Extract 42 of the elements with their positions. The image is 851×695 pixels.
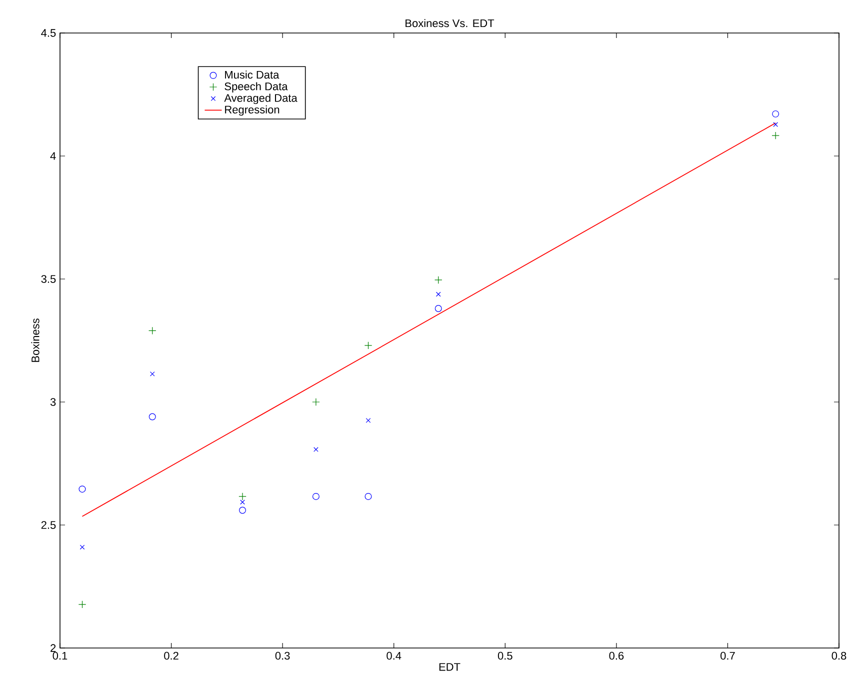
x-tick-label: 0.3 <box>275 652 290 660</box>
x-tick-label: 0.8 <box>832 652 846 660</box>
point <box>436 292 441 297</box>
legend-label: Speech Data <box>224 82 288 92</box>
x-tick-label: 0.6 <box>609 652 624 660</box>
point <box>80 544 85 550</box>
point <box>772 110 780 118</box>
y-tick-label: 2 <box>50 644 56 652</box>
point <box>238 492 246 500</box>
point <box>772 132 780 140</box>
point <box>434 305 442 312</box>
legend-label: Music Data <box>225 70 280 79</box>
x-tick-label: 0.7 <box>720 652 735 660</box>
y-tick-label: 3 <box>50 398 56 406</box>
point <box>366 418 371 423</box>
x-axis-title: EDT <box>439 663 460 671</box>
y-axis-title: Boxiness <box>31 318 40 362</box>
y-tick-label: 2.5 <box>41 521 56 529</box>
point <box>364 342 372 350</box>
point <box>312 398 320 406</box>
point <box>773 122 778 127</box>
x-tick-label: 0.1 <box>52 652 68 660</box>
point <box>239 506 246 514</box>
y-tick-label: 4.5 <box>41 29 56 37</box>
y-tick-label: 4 <box>50 152 56 160</box>
point <box>312 492 320 500</box>
point <box>148 413 156 420</box>
point <box>148 326 156 335</box>
point <box>78 600 86 608</box>
point <box>150 372 155 376</box>
point <box>314 447 318 452</box>
point <box>240 500 245 505</box>
y-tick-label: 3.5 <box>41 275 56 283</box>
x-tick-label: 0.5 <box>498 652 512 660</box>
legend-label: Averaged Data <box>224 94 298 104</box>
chart-title: Boxiness Vs. EDT <box>406 19 494 28</box>
point <box>434 276 442 284</box>
legend-label: Regression <box>225 105 280 116</box>
x-tick-label: 0.4 <box>386 652 402 660</box>
x-tick-label: 0.2 <box>164 652 178 660</box>
point <box>78 486 86 493</box>
point <box>364 492 372 500</box>
